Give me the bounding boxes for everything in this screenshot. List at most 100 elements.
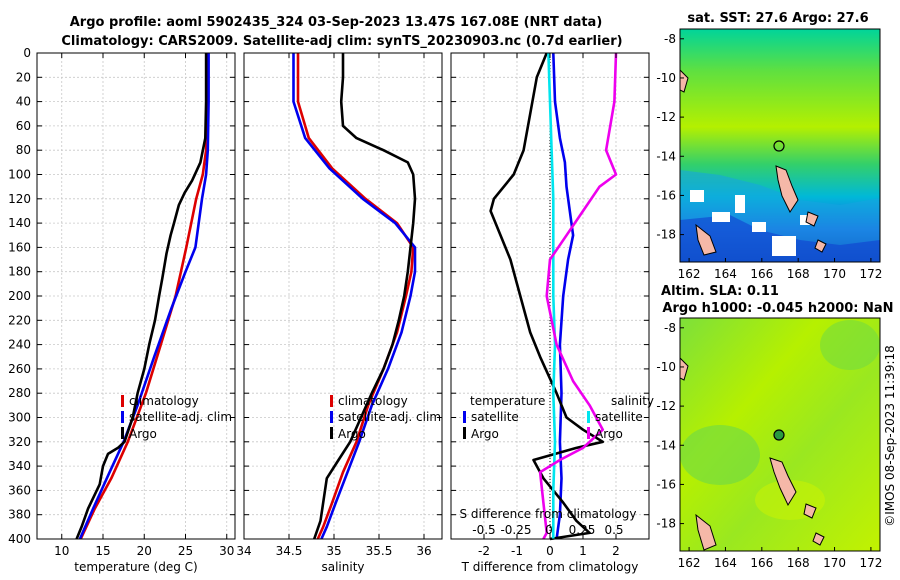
map-y-tick-label: -18: [656, 517, 676, 531]
coastline: [695, 513, 717, 551]
x-tick-label: -2: [478, 544, 490, 558]
depth-tick-label: 300: [8, 411, 31, 425]
cloud-mask: [752, 222, 766, 232]
map-y-tick-label: -16: [656, 477, 676, 491]
x-tick-label: 30: [219, 544, 234, 558]
x-tick-label: 35: [326, 544, 341, 558]
x-tick-label: 35.5: [366, 544, 393, 558]
sla-map-title: Altim. SLA: 0.11: [661, 284, 779, 299]
depth-tick-label: 140: [8, 216, 31, 230]
depth-tick-label: 120: [8, 192, 31, 206]
s-diff-tick: -0.5: [472, 523, 495, 537]
legend-s-satellite: satellite: [595, 410, 643, 424]
coastline: [775, 165, 799, 213]
legend-swatch-argo: [330, 427, 333, 439]
depth-tick-label: 260: [8, 362, 31, 376]
sst-map: 162 164 166 168 170 172 -8 -10 -12 -14 -16 -18: [656, 28, 882, 281]
sst-map-frame: [679, 28, 881, 263]
argo-position-marker: [773, 140, 785, 152]
depth-tick-label: 80: [16, 143, 31, 157]
map-y-tick-label: -18: [656, 228, 676, 242]
series-line-argo: [75, 53, 208, 540]
s-diff-tick: 0: [545, 523, 553, 537]
map-x-tick-label: 168: [787, 267, 810, 281]
legend-heading-temperature: temperature: [470, 394, 545, 408]
coastline: [814, 239, 827, 253]
x-tick-label: 0: [546, 544, 554, 558]
legend-swatch-s-satellite: [587, 411, 590, 423]
x-tick-label: 34: [236, 544, 251, 558]
depth-tick-label: 380: [8, 508, 31, 522]
sst-map-title: sat. SST: 27.6 Argo: 27.6: [687, 11, 868, 26]
coastline: [769, 457, 797, 507]
depth-tick-label: 160: [8, 240, 31, 254]
x-tick-label: -1: [511, 544, 523, 558]
s-diff-tick: 0.5: [604, 523, 623, 537]
credit-text: ©IMOS 08-Sep-2023 11:39:18: [883, 345, 897, 527]
x-axis-label: temperature (deg C): [74, 560, 197, 574]
legend-swatch-t-argo: [463, 427, 466, 439]
cloud-mask: [800, 215, 810, 225]
series-line-argo: [312, 53, 417, 540]
salinity-legend: climatology satellite-adj. clim Argo: [330, 394, 441, 441]
depth-tick-label: 360: [8, 483, 31, 497]
sla-map-ticks: 162 164 166 168 170 172 -8 -10 -12 -14 -16 -18: [656, 321, 882, 570]
depth-tick-label: 180: [8, 265, 31, 279]
map-y-tick-label: -14: [656, 438, 676, 452]
depth-tick-label: 60: [16, 119, 31, 133]
x-tick-label: 25: [178, 544, 193, 558]
map-x-tick-label: 170: [823, 267, 846, 281]
legend-s-argo: Argo: [595, 427, 623, 441]
legend-swatch-t-satellite: [463, 411, 466, 423]
legend-climatology: climatology: [129, 394, 199, 408]
title-line-2: Climatology: CARS2009. Satellite-adj cli…: [61, 34, 622, 49]
map-y-tick-label: -14: [656, 149, 676, 163]
x-tick-label: 20: [137, 544, 152, 558]
map-y-tick-label: -16: [656, 188, 676, 202]
sla-low-region: [680, 425, 760, 485]
legend-swatch-climatology: [330, 395, 333, 407]
legend-argo: Argo: [129, 427, 157, 441]
depth-tick-label: 20: [16, 70, 31, 84]
x-tick-label: 10: [54, 544, 69, 558]
legend-t-argo: Argo: [471, 427, 499, 441]
s-diff-tick: 0.25: [569, 523, 596, 537]
coastline: [695, 223, 717, 256]
depth-tick-label: 200: [8, 289, 31, 303]
salinity-difference-axis: S difference from climatology -0.5 -0.25…: [460, 507, 637, 537]
map-y-tick-label: -10: [656, 360, 676, 374]
sla-map-frame: [679, 317, 881, 552]
depth-tick-label: 320: [8, 435, 31, 449]
map-x-tick-label: 162: [678, 556, 701, 570]
s-diff-tick: -0.25: [500, 523, 531, 537]
series-line-satellite-adj-clim: [292, 53, 417, 540]
legend-satellite: satellite-adj. clim: [129, 410, 232, 424]
map-y-tick-label: -8: [664, 321, 676, 335]
x-axis-label: salinity: [321, 560, 364, 574]
legend-swatch-satellite: [330, 411, 333, 423]
x-tick-label: 2: [612, 544, 620, 558]
x-axis-label: T difference from climatology: [461, 560, 639, 574]
sla-map: 162 164 166 168 170 172 -8 -10 -12 -14 -16 -18: [656, 317, 882, 570]
coastline: [803, 503, 817, 519]
x-tick-label: 1: [579, 544, 587, 558]
map-x-tick-label: 162: [678, 267, 701, 281]
temperature-panel: 10 15 20 25 30 temperature (deg C): [36, 52, 236, 574]
depth-tick-label: 340: [8, 459, 31, 473]
salinity-panel: 34 34.5 35 35.5 36 salinity: [236, 52, 443, 574]
map-x-tick-label: 170: [823, 556, 846, 570]
argo-height-title: Argo h1000: -0.045 h2000: NaN: [662, 301, 893, 316]
difference-temperature-legend: temperature satellite Argo: [463, 394, 545, 441]
series-line-climatology: [296, 53, 415, 540]
cloud-mask: [735, 195, 745, 213]
sst-map-ticks: 162 164 166 168 170 172 -8 -10 -12 -14 -16 -18: [656, 32, 882, 281]
map-y-tick-label: -8: [664, 32, 676, 46]
x-tick-label: 36: [416, 544, 431, 558]
cloud-mask: [690, 190, 704, 202]
series-line-t-satellite: [552, 52, 575, 540]
legend-swatch-s-argo: [587, 427, 590, 439]
series-line-satellite-adj-clim: [78, 53, 210, 540]
depth-tick-label: 400: [8, 532, 31, 546]
depth-tick-label: 40: [16, 95, 31, 109]
depth-tick-label: 220: [8, 313, 31, 327]
